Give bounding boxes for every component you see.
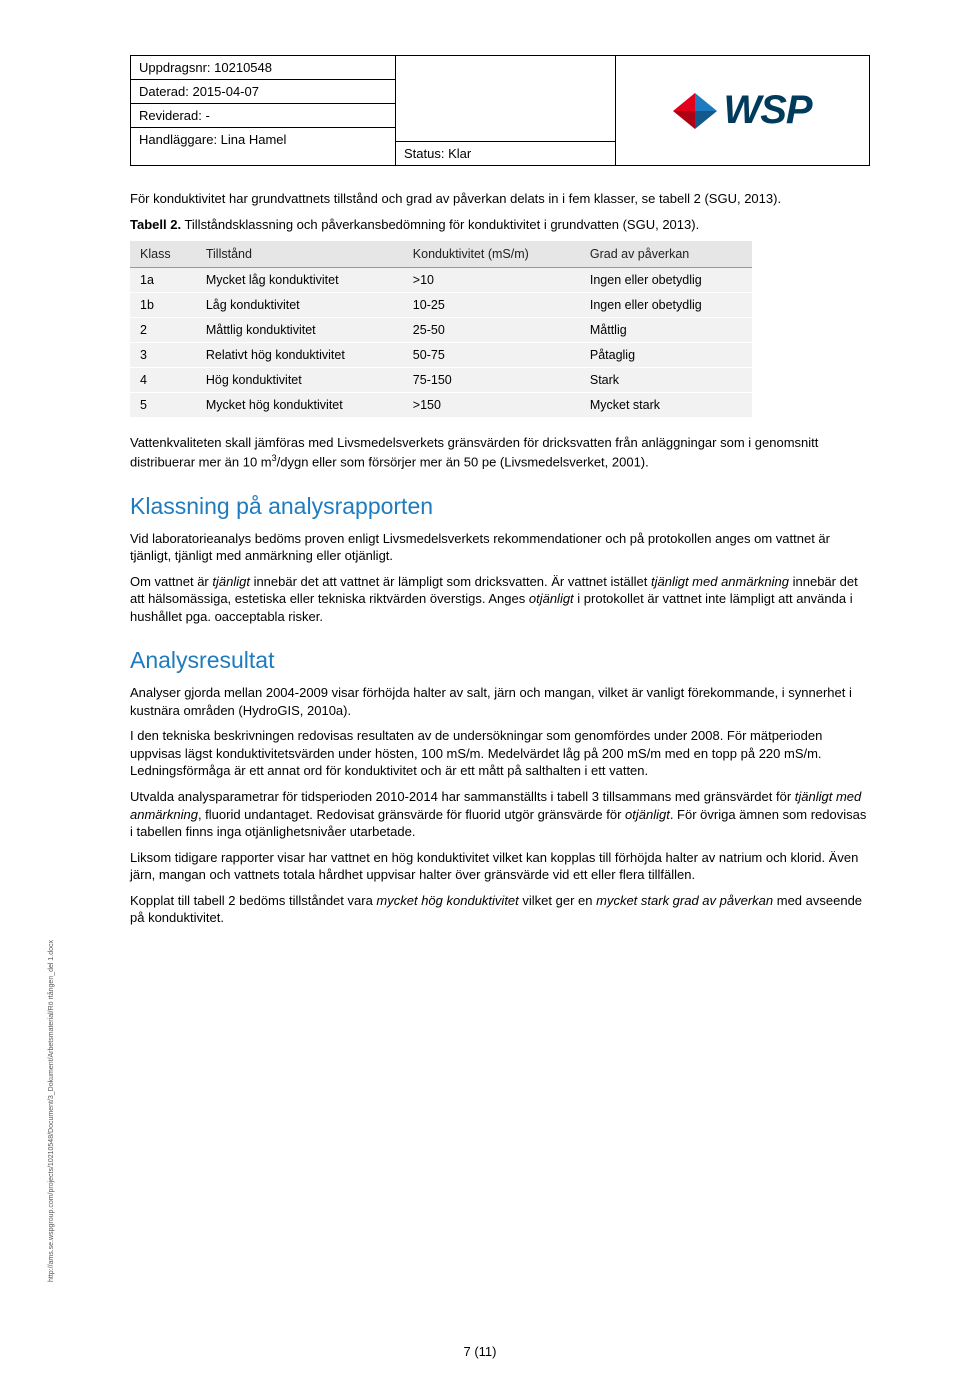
section2-p5: Kopplat till tabell 2 bedöms tillståndet… xyxy=(130,892,870,927)
col-grad: Grad av påverkan xyxy=(580,241,752,268)
table-row: 3 Relativt hög konduktivitet 50-75 Påtag… xyxy=(130,343,752,368)
section-title-analysresultat: Analysresultat xyxy=(130,647,870,674)
section-title-klassning: Klassning på analysrapporten xyxy=(130,493,870,520)
col-tillstand: Tillstånd xyxy=(196,241,403,268)
col-klass: Klass xyxy=(130,241,196,268)
wsp-logo-text: WSP xyxy=(723,88,811,133)
handler: Handläggare: Lina Hamel xyxy=(131,128,395,151)
page-number: 7 (11) xyxy=(0,1344,960,1359)
paragraph-after-table: Vattenkvaliteten skall jämföras med Livs… xyxy=(130,434,870,470)
wsp-logo-icon xyxy=(673,93,717,129)
section2-p2: I den tekniska beskrivningen redovisas r… xyxy=(130,727,870,780)
section2-p1: Analyser gjorda mellan 2004-2009 visar f… xyxy=(130,684,870,719)
status: Status: Klar xyxy=(396,142,615,165)
table-row: 1b Låg konduktivitet 10-25 Ingen eller o… xyxy=(130,293,752,318)
section1-p2: Om vattnet är tjänligt innebär det att v… xyxy=(130,573,870,626)
document-path-sidetext: http://ams.se.wspgroup.com/projects/1021… xyxy=(48,782,55,1282)
table-header-row: Klass Tillstånd Konduktivitet (mS/m) Gra… xyxy=(130,241,752,268)
assignment-number: Uppdragsnr: 10210548 xyxy=(131,56,395,80)
classification-table: Klass Tillstånd Konduktivitet (mS/m) Gra… xyxy=(130,241,752,418)
caption-prefix: Tabell 2. xyxy=(130,217,181,232)
caption-rest: Tillståndsklassning och påverkansbedömni… xyxy=(181,217,699,232)
section2-p3: Utvalda analysparametrar för tidsperiode… xyxy=(130,788,870,841)
dated: Daterad: 2015-04-07 xyxy=(131,80,395,104)
revised: Reviderad: - xyxy=(131,104,395,128)
table-row: 4 Hög konduktivitet 75-150 Stark xyxy=(130,368,752,393)
logo-cell: WSP xyxy=(616,56,869,165)
table-row: 5 Mycket hög konduktivitet >150 Mycket s… xyxy=(130,393,752,418)
header-empty-cell xyxy=(396,56,615,142)
main-content: För konduktivitet har grundvattnets till… xyxy=(130,190,870,927)
col-konduktivitet: Konduktivitet (mS/m) xyxy=(403,241,580,268)
intro-paragraph: För konduktivitet har grundvattnets till… xyxy=(130,190,870,208)
table-row: 2 Måttlig konduktivitet 25-50 Måttlig xyxy=(130,318,752,343)
document-header: Uppdragsnr: 10210548 Daterad: 2015-04-07… xyxy=(130,55,870,166)
table-row: 1a Mycket låg konduktivitet >10 Ingen el… xyxy=(130,268,752,293)
table-caption: Tabell 2. Tillståndsklassning och påverk… xyxy=(130,216,870,234)
section2-p4: Liksom tidigare rapporter visar har vatt… xyxy=(130,849,870,884)
section1-p1: Vid laboratorieanalys bedöms proven enli… xyxy=(130,530,870,565)
